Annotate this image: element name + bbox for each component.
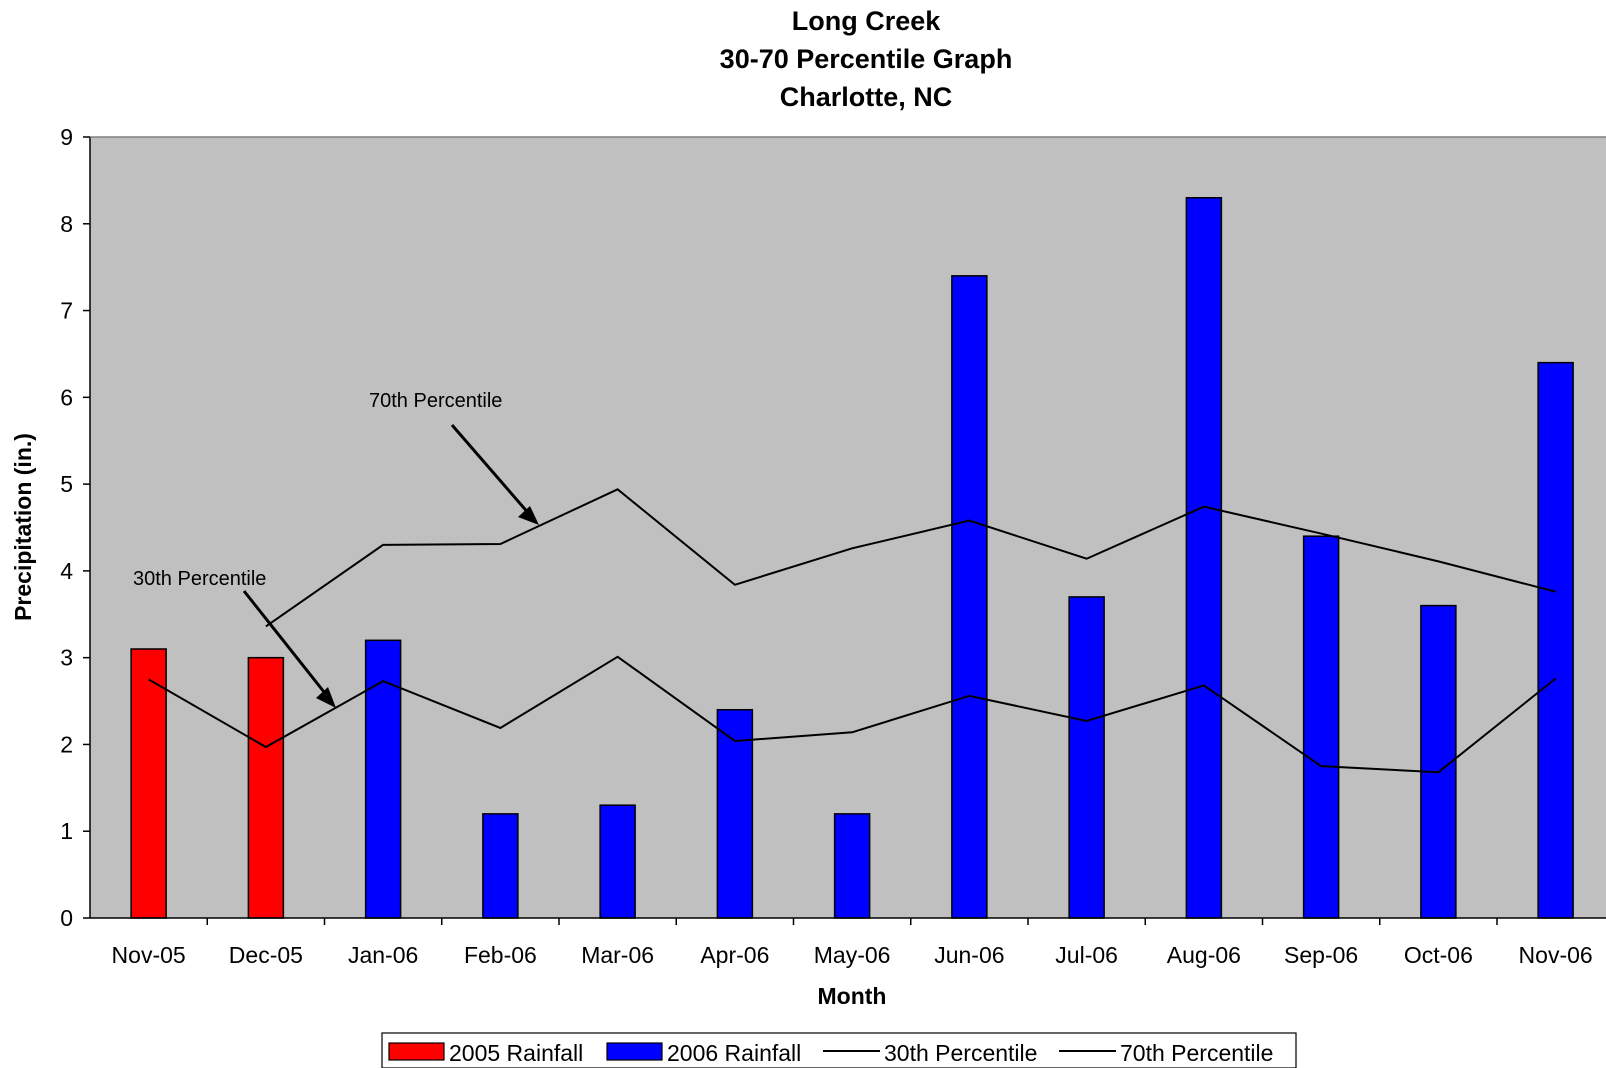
annotation-70th-arrowhead (518, 506, 539, 525)
y-tick-label: 7 (60, 298, 73, 324)
y-tick-label: 9 (60, 124, 73, 150)
chart-title-line-3: Charlotte, NC (780, 82, 953, 112)
lines-layer (148, 488, 1557, 774)
y-tick-label: 8 (60, 211, 73, 237)
legend-label-2005: 2005 Rainfall (449, 1040, 583, 1066)
legend-item-70th: 70th Percentile (1059, 1040, 1273, 1066)
bar (1185, 196, 1223, 919)
x-tick-label: Apr-06 (700, 942, 769, 968)
chart-title-line-1: Long Creek (792, 6, 942, 36)
bar (247, 656, 285, 919)
legend-item-2006: 2006 Rainfall (606, 1040, 801, 1066)
x-tick-label: Nov-06 (1519, 942, 1593, 968)
x-tick-label: Jan-06 (348, 942, 418, 968)
annotation-30th-arrow (242, 590, 330, 698)
y-ticks: 0 1 2 3 4 5 6 7 8 9 (60, 124, 90, 931)
legend-item-30th: 30th Percentile (823, 1040, 1037, 1066)
annotation-70th: 70th Percentile (369, 390, 502, 412)
legend-item-2005: 2005 Rainfall (388, 1040, 583, 1066)
legend-label-70th: 70th Percentile (1120, 1040, 1273, 1066)
annotation-30th-arrowhead (316, 687, 336, 708)
bar (1068, 596, 1105, 919)
y-axis-label: Precipitation (in.) (10, 433, 36, 621)
y-tick-label: 3 (60, 645, 73, 671)
y-tick-label: 6 (60, 384, 73, 410)
x-tick-label: Sep-06 (1284, 942, 1358, 968)
x-tick-label: Dec-05 (229, 942, 303, 968)
x-tick-label: Oct-06 (1404, 942, 1473, 968)
bar (599, 804, 636, 919)
bar (951, 275, 988, 919)
x-tick-label: Nov-05 (112, 942, 186, 968)
y-tick-label: 2 (60, 731, 73, 757)
legend-swatch-2006 (606, 1042, 663, 1061)
bar (716, 708, 754, 919)
series-line-2 (265, 488, 1556, 628)
annotation-30th: 30th Percentile (133, 568, 266, 590)
bar (130, 648, 167, 919)
legend-label-30th: 30th Percentile (884, 1040, 1037, 1066)
x-tick-label: Jun-06 (934, 942, 1004, 968)
legend-label-2006: 2006 Rainfall (667, 1040, 801, 1066)
y-tick-label: 5 (60, 471, 73, 497)
y-tick-label: 4 (60, 558, 73, 584)
y-tick-label: 0 (60, 905, 73, 931)
series-line-1 (148, 655, 1557, 774)
bar (482, 813, 519, 919)
annotation-70th-arrow (450, 424, 532, 516)
bar (1302, 535, 1340, 919)
x-tick-label: Feb-06 (464, 942, 537, 968)
x-tick-label: Jul-06 (1055, 942, 1118, 968)
bar (1537, 361, 1574, 919)
y-tick-label: 1 (60, 818, 73, 844)
bar (833, 813, 871, 919)
x-tick-label: May-06 (814, 942, 891, 968)
x-ticks: Nov-05 Dec-05 Jan-06 Feb-06 Mar-06 Apr-06 May-… (112, 918, 1593, 968)
x-axis-label: Month (818, 983, 887, 1009)
bars-layer (130, 196, 1574, 919)
chart-title-line-2: 30-70 Percentile Graph (720, 44, 1013, 74)
x-tick-label: Aug-06 (1167, 942, 1241, 968)
plot-area (90, 137, 1606, 918)
legend-swatch-2005 (388, 1042, 445, 1061)
x-tick-label: Mar-06 (581, 942, 654, 968)
